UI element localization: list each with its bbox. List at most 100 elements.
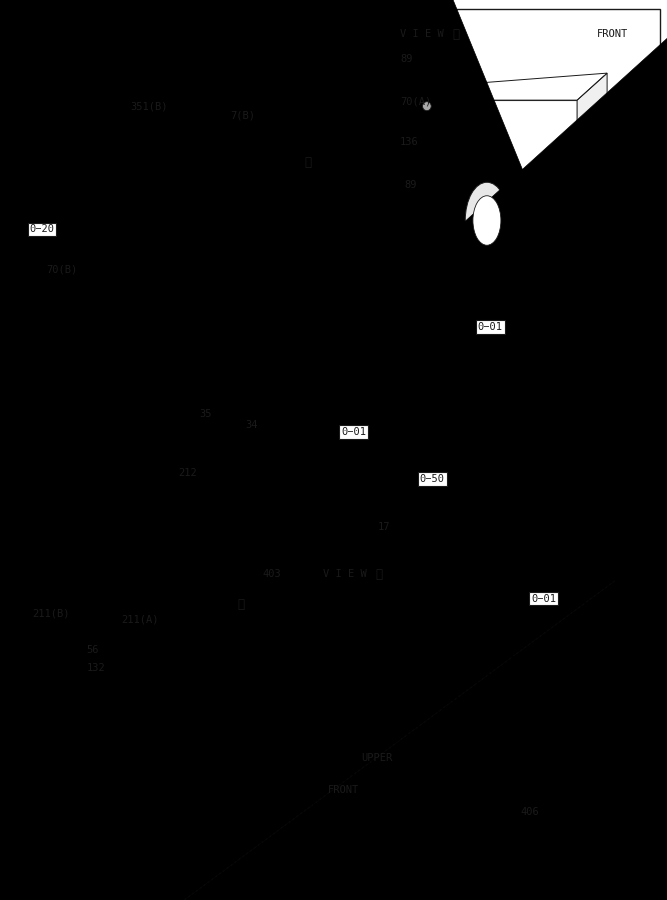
Text: FRONT: FRONT bbox=[597, 29, 628, 40]
Text: V I E W: V I E W bbox=[400, 29, 444, 40]
Text: Ⓑ: Ⓑ bbox=[452, 28, 460, 40]
Ellipse shape bbox=[421, 100, 433, 112]
Circle shape bbox=[237, 572, 245, 580]
Circle shape bbox=[139, 446, 147, 454]
Circle shape bbox=[209, 408, 217, 415]
Text: FRONT: FRONT bbox=[328, 785, 360, 796]
Text: 136: 136 bbox=[400, 137, 419, 148]
Circle shape bbox=[41, 445, 52, 455]
Ellipse shape bbox=[219, 329, 245, 347]
Text: 0−01: 0−01 bbox=[531, 593, 556, 604]
Circle shape bbox=[106, 446, 114, 454]
Text: 406: 406 bbox=[521, 806, 540, 817]
Circle shape bbox=[173, 572, 181, 580]
Ellipse shape bbox=[229, 418, 240, 427]
Polygon shape bbox=[27, 540, 667, 900]
Text: 70(B): 70(B) bbox=[47, 265, 78, 275]
Polygon shape bbox=[0, 0, 667, 560]
Circle shape bbox=[73, 496, 81, 503]
Circle shape bbox=[173, 496, 181, 503]
Ellipse shape bbox=[418, 141, 427, 150]
Circle shape bbox=[173, 304, 181, 311]
Polygon shape bbox=[0, 0, 634, 900]
Polygon shape bbox=[103, 216, 277, 414]
Ellipse shape bbox=[390, 482, 450, 508]
Circle shape bbox=[233, 266, 241, 274]
Circle shape bbox=[15, 298, 23, 305]
Circle shape bbox=[115, 229, 123, 236]
Ellipse shape bbox=[108, 371, 145, 398]
Circle shape bbox=[91, 282, 103, 294]
Bar bbox=[398, 760, 575, 778]
Circle shape bbox=[73, 338, 81, 346]
Text: 70(A): 70(A) bbox=[400, 96, 432, 107]
Polygon shape bbox=[440, 73, 607, 100]
Circle shape bbox=[15, 240, 25, 249]
Polygon shape bbox=[63, 436, 253, 590]
Ellipse shape bbox=[235, 88, 284, 128]
Text: 212: 212 bbox=[178, 468, 197, 479]
Circle shape bbox=[73, 662, 84, 673]
Text: 17: 17 bbox=[378, 521, 390, 532]
Circle shape bbox=[233, 346, 241, 353]
Circle shape bbox=[143, 304, 151, 311]
Ellipse shape bbox=[149, 359, 175, 377]
Ellipse shape bbox=[73, 387, 111, 414]
Circle shape bbox=[452, 718, 464, 731]
Circle shape bbox=[203, 346, 211, 353]
Text: UPPER: UPPER bbox=[362, 752, 393, 763]
Circle shape bbox=[237, 496, 245, 503]
Text: 351(B): 351(B) bbox=[130, 101, 167, 112]
Circle shape bbox=[203, 304, 211, 311]
Circle shape bbox=[400, 515, 410, 526]
Text: Ⓑ: Ⓑ bbox=[305, 156, 311, 168]
Circle shape bbox=[73, 541, 81, 548]
Circle shape bbox=[203, 119, 213, 130]
Circle shape bbox=[73, 446, 81, 454]
Ellipse shape bbox=[200, 100, 249, 140]
Ellipse shape bbox=[465, 182, 508, 259]
Circle shape bbox=[203, 229, 211, 236]
Circle shape bbox=[82, 274, 91, 284]
Polygon shape bbox=[264, 0, 667, 900]
Ellipse shape bbox=[137, 130, 173, 158]
Circle shape bbox=[237, 541, 245, 548]
Circle shape bbox=[59, 613, 71, 626]
Ellipse shape bbox=[422, 56, 432, 67]
Circle shape bbox=[15, 388, 23, 395]
Ellipse shape bbox=[228, 412, 241, 423]
Ellipse shape bbox=[165, 111, 215, 151]
Polygon shape bbox=[390, 441, 450, 495]
Bar bbox=[398, 734, 575, 752]
Text: V I E W: V I E W bbox=[323, 569, 368, 580]
Text: 0−01: 0−01 bbox=[341, 427, 366, 437]
Circle shape bbox=[259, 229, 267, 236]
Bar bbox=[398, 708, 575, 725]
Ellipse shape bbox=[213, 325, 250, 352]
Circle shape bbox=[250, 524, 259, 533]
Circle shape bbox=[139, 572, 147, 580]
Ellipse shape bbox=[395, 459, 446, 477]
Circle shape bbox=[106, 496, 114, 503]
Circle shape bbox=[525, 797, 536, 808]
Polygon shape bbox=[253, 342, 357, 590]
Circle shape bbox=[173, 266, 181, 274]
Circle shape bbox=[139, 541, 147, 548]
Circle shape bbox=[15, 442, 25, 451]
Ellipse shape bbox=[131, 123, 180, 164]
Polygon shape bbox=[63, 342, 357, 436]
Ellipse shape bbox=[31, 313, 63, 380]
Ellipse shape bbox=[178, 339, 215, 366]
Text: 89: 89 bbox=[405, 179, 418, 190]
Text: 0−01: 0−01 bbox=[478, 321, 503, 332]
Bar bbox=[398, 682, 575, 700]
Text: Ⓐ: Ⓐ bbox=[238, 598, 245, 611]
Circle shape bbox=[233, 229, 241, 236]
Ellipse shape bbox=[442, 157, 454, 167]
Polygon shape bbox=[277, 99, 377, 414]
Circle shape bbox=[69, 442, 78, 451]
Circle shape bbox=[173, 229, 181, 236]
Circle shape bbox=[206, 541, 214, 548]
Circle shape bbox=[143, 346, 151, 353]
Circle shape bbox=[115, 266, 123, 274]
